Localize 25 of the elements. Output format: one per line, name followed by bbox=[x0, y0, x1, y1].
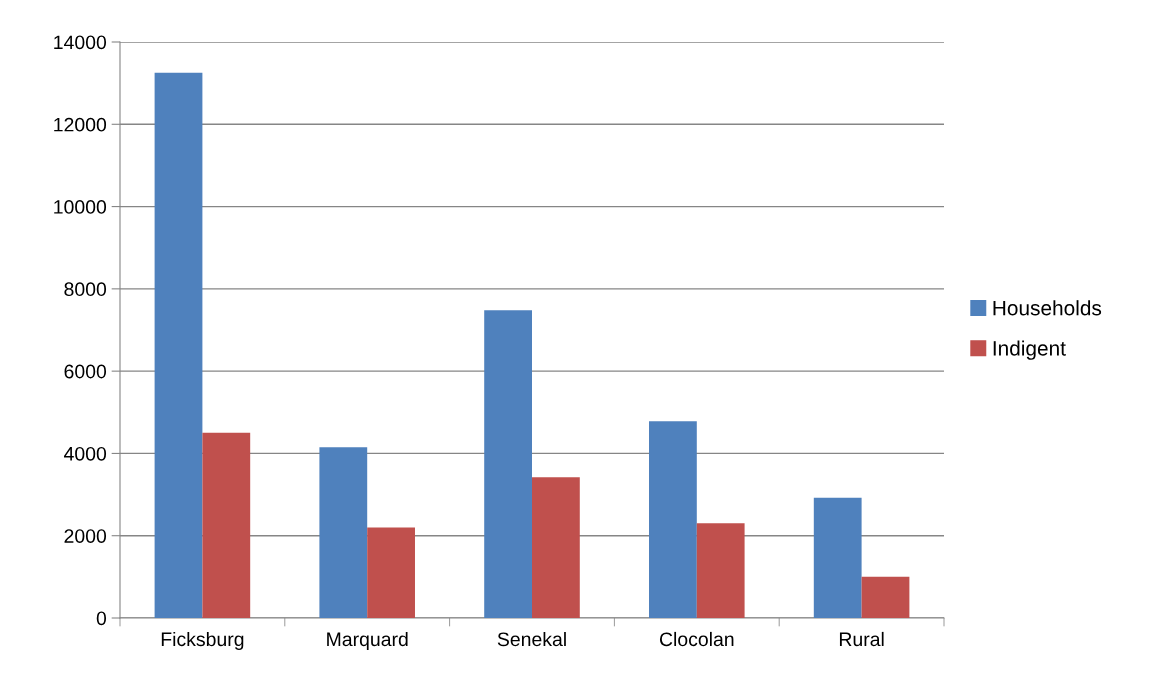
legend-label: Households bbox=[993, 300, 1102, 316]
x-tick-label: Clocolan bbox=[659, 631, 734, 647]
bar bbox=[154, 72, 203, 618]
x-tick-label: Marquard bbox=[327, 631, 408, 651]
bar bbox=[813, 497, 862, 618]
bar bbox=[367, 527, 415, 618]
x-tick-label: Rural bbox=[839, 631, 884, 647]
x-tick-label: Senekal bbox=[497, 631, 566, 647]
y-tick-label: 12000 bbox=[54, 117, 107, 132]
bar bbox=[861, 576, 910, 618]
bar bbox=[484, 310, 532, 618]
x-tick-label: Ficksburg bbox=[161, 631, 244, 651]
y-tick-label: 4000 bbox=[64, 446, 107, 461]
y-tick-label: 14000 bbox=[54, 35, 107, 50]
legend-label: Indigent bbox=[993, 340, 1066, 360]
y-tick-label: 8000 bbox=[64, 282, 107, 297]
y-tick-label: 0 bbox=[96, 611, 107, 626]
y-tick-label: 6000 bbox=[64, 364, 107, 379]
bar bbox=[319, 447, 368, 618]
bar bbox=[202, 432, 251, 618]
bar bbox=[532, 477, 580, 618]
y-tick-label: 10000 bbox=[54, 200, 107, 214]
bar bbox=[649, 421, 697, 618]
y-tick-label: 2000 bbox=[64, 529, 107, 543]
bar bbox=[696, 523, 745, 618]
